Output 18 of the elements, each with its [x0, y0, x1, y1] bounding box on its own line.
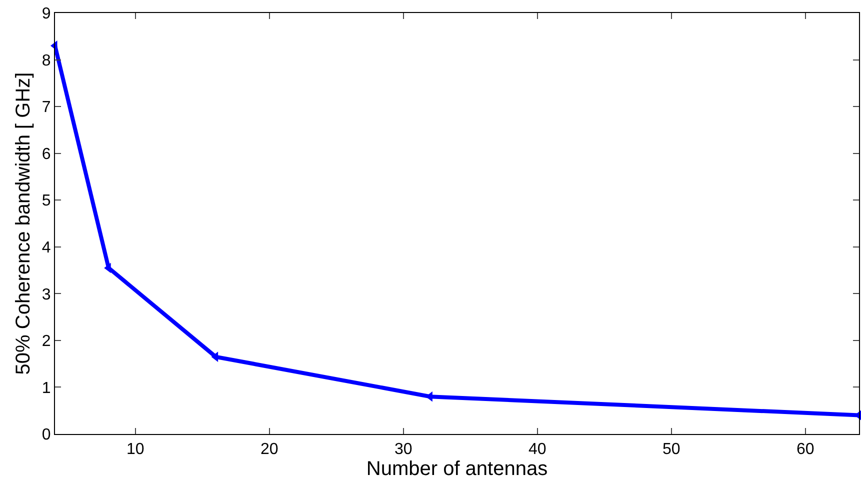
y-axis-title: 50% Coherence bandwidth [ GHz]	[12, 72, 34, 375]
x-axis-title: Number of antennas	[366, 458, 548, 480]
x-tick-label: 50	[662, 441, 680, 458]
y-tick-label: 7	[42, 99, 51, 116]
y-tick-label: 9	[42, 6, 51, 23]
y-tick-label: 4	[42, 239, 51, 256]
x-tick-label: 30	[394, 441, 412, 458]
y-tick-label: 8	[42, 52, 51, 70]
y-tick-label: 6	[42, 146, 51, 163]
x-tick-label: 40	[528, 441, 546, 458]
x-tick-label: 60	[796, 441, 814, 458]
y-tick-label: 0	[42, 426, 51, 444]
y-tick-label: 5	[42, 192, 51, 210]
x-tick-label: 10	[126, 441, 144, 458]
y-tick-label: 2	[42, 333, 51, 350]
x-tick-label: 20	[260, 441, 278, 458]
y-tick-label: 1	[42, 380, 51, 397]
y-tick-label: 3	[42, 286, 51, 304]
